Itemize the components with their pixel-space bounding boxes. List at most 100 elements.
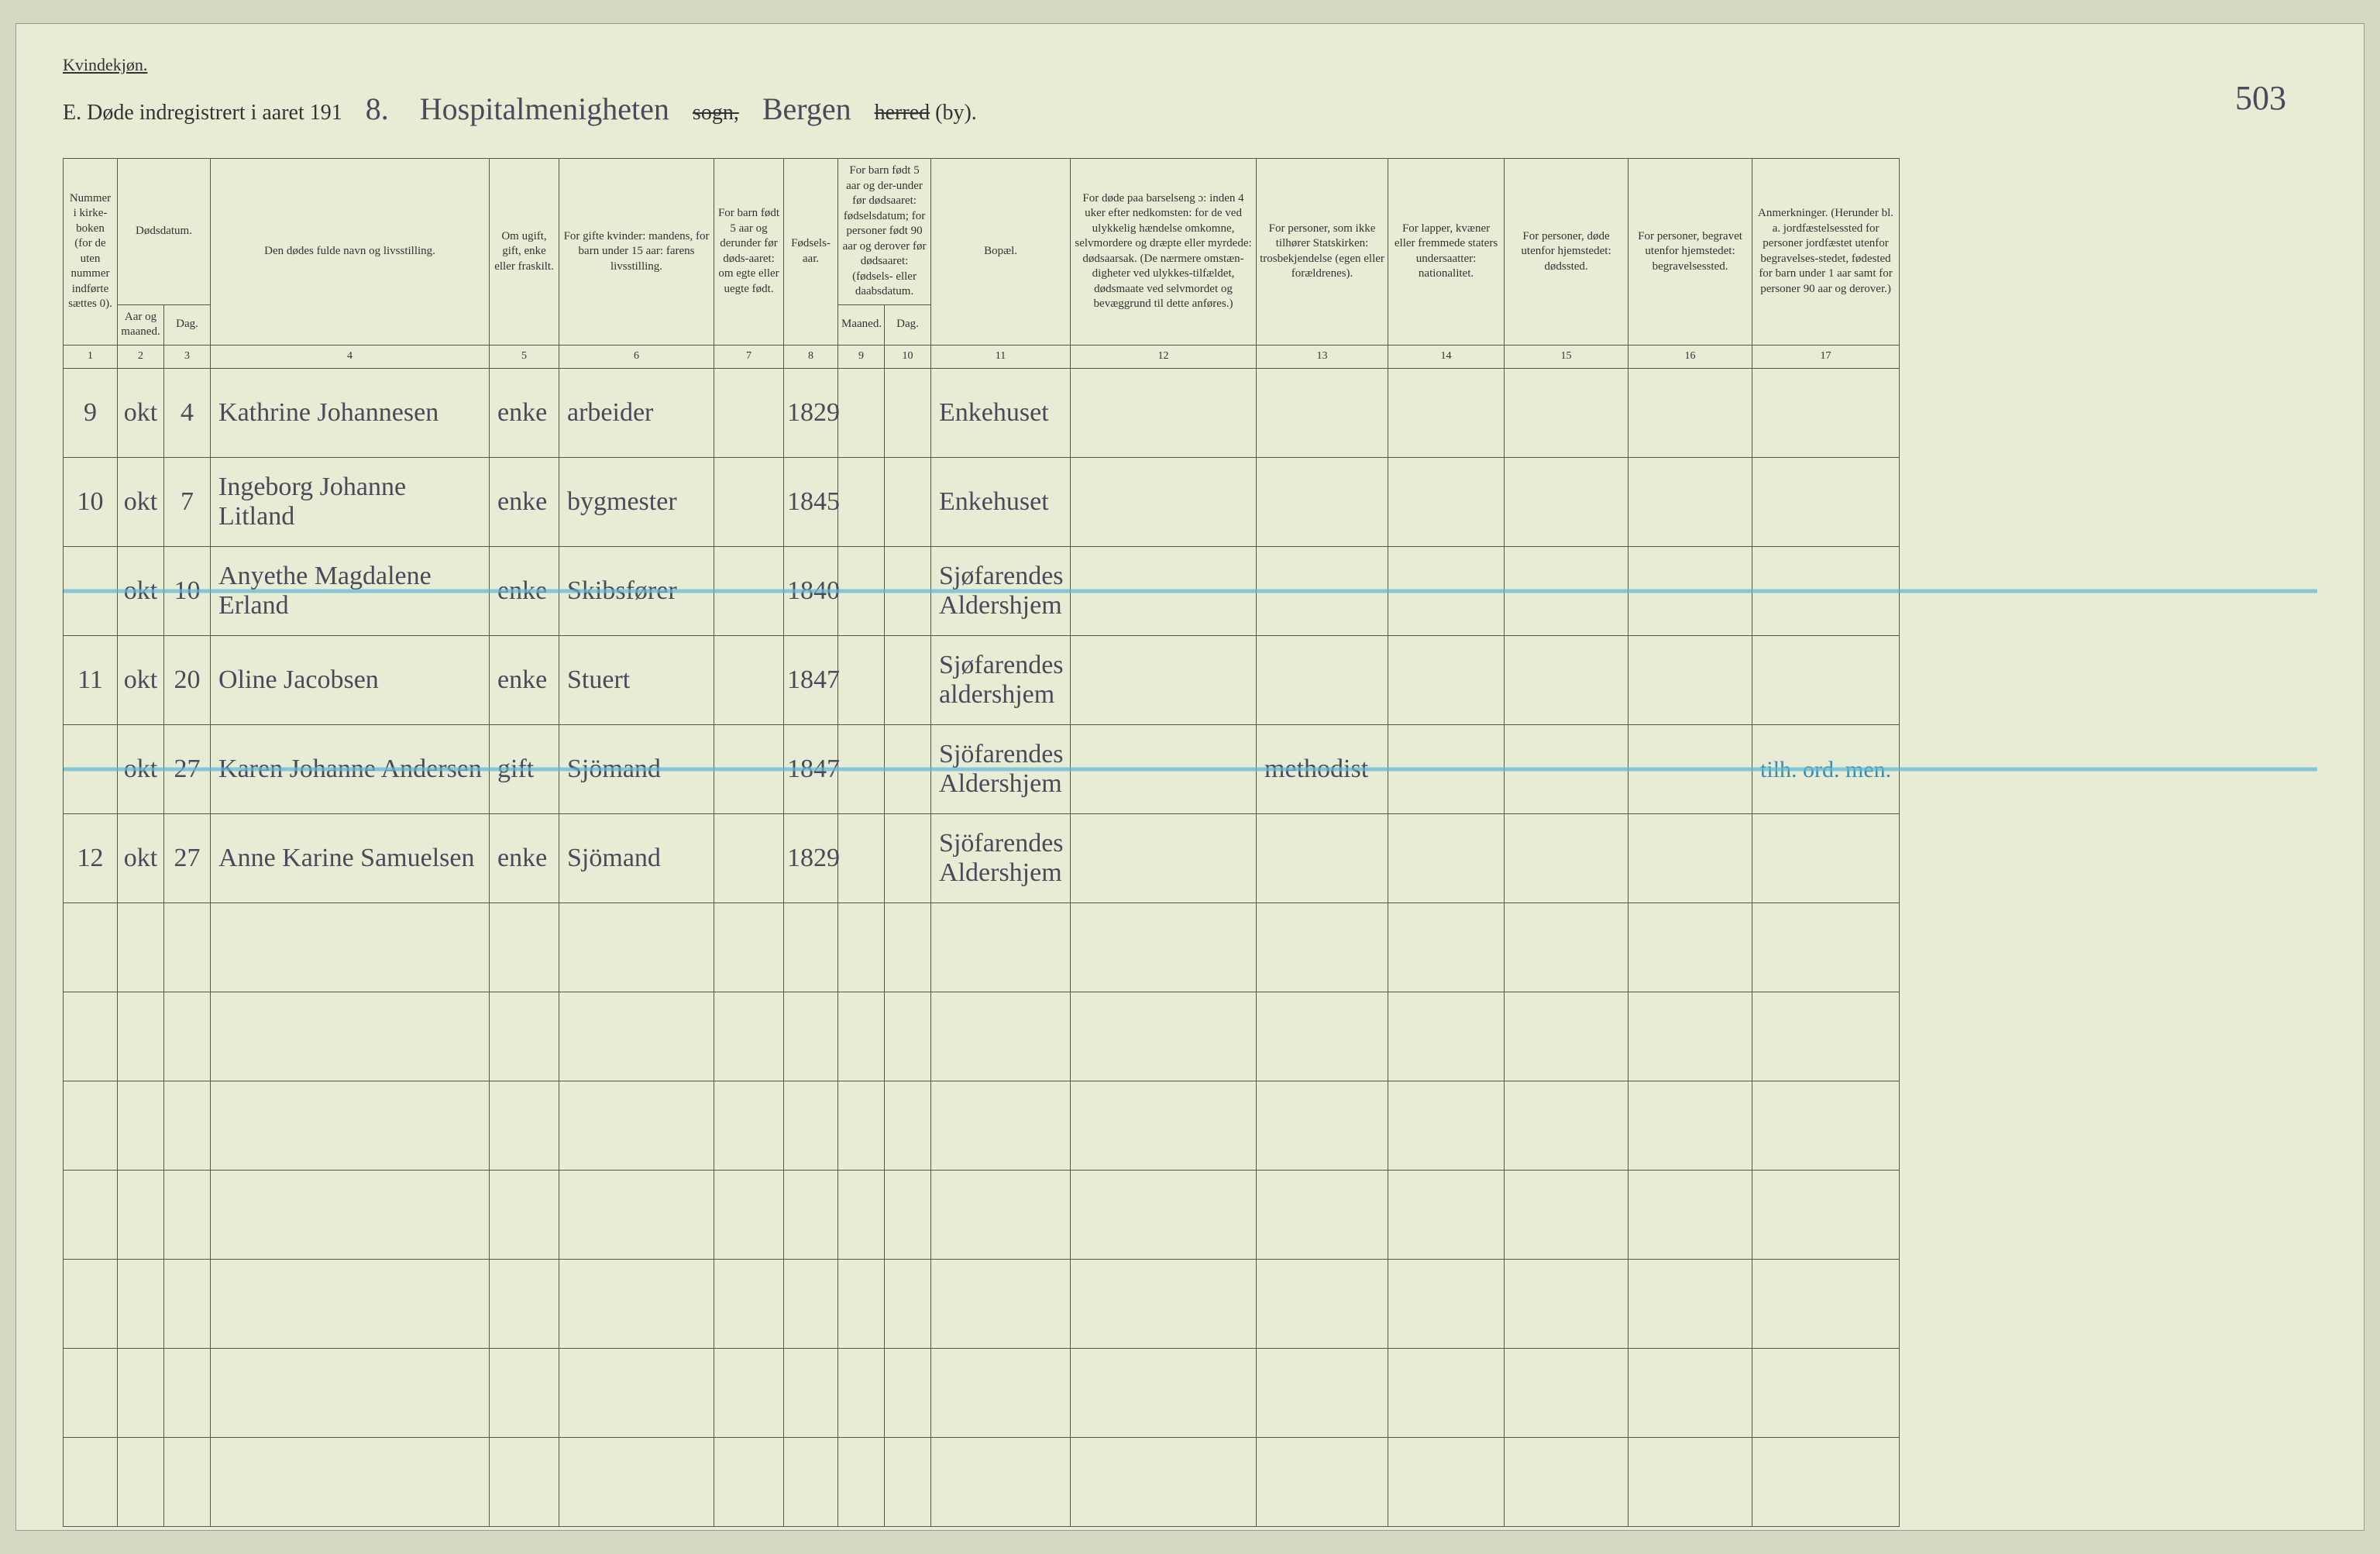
- table-cell: [1752, 546, 1900, 635]
- table-cell: Karen Johanne Andersen: [211, 724, 490, 813]
- table-cell: [838, 1259, 885, 1348]
- table-cell: [164, 1259, 211, 1348]
- table-cell: 1829: [784, 813, 838, 902]
- table-cell: [559, 1170, 714, 1259]
- table-cell: [1388, 992, 1505, 1081]
- table-cell: [1752, 1081, 1900, 1170]
- table-cell: Stuert: [559, 635, 714, 724]
- table-cell: [1752, 1437, 1900, 1526]
- table-cell: methodist: [1257, 724, 1388, 813]
- table-cell: [1629, 1170, 1752, 1259]
- table-cell: [1505, 1348, 1629, 1437]
- table-cell: [714, 457, 784, 546]
- table-cell: [559, 902, 714, 992]
- table-cell: [885, 1170, 931, 1259]
- table-row-empty: [64, 1437, 2317, 1526]
- table-cell: Anyethe Magdalene Erland: [211, 546, 490, 635]
- colnum: 5: [490, 345, 559, 368]
- table-cell: [559, 1437, 714, 1526]
- table-cell: [164, 902, 211, 992]
- table-cell: [885, 368, 931, 457]
- table-row: 10okt7Ingeborg Johanne Litlandenkebygmes…: [64, 457, 2317, 546]
- table-cell: [1505, 1437, 1629, 1526]
- table-cell: [1629, 546, 1752, 635]
- col-header-6: For gifte kvinder: mandens, for barn und…: [559, 159, 714, 346]
- table-cell: enke: [490, 546, 559, 635]
- table-cell: [714, 1081, 784, 1170]
- table-cell: [1752, 813, 1900, 902]
- table-cell: [1257, 546, 1388, 635]
- table-cell: [118, 1170, 164, 1259]
- table-cell: [1629, 1348, 1752, 1437]
- table-cell: gift: [490, 724, 559, 813]
- table-cell: [1505, 1259, 1629, 1348]
- table-cell: [1388, 1081, 1505, 1170]
- table-cell: [490, 1259, 559, 1348]
- table-cell: [1752, 902, 1900, 992]
- table-cell: [838, 1170, 885, 1259]
- table-cell: okt: [118, 635, 164, 724]
- table-row-empty: [64, 992, 2317, 1081]
- table-cell: [931, 1348, 1071, 1437]
- table-cell: [1071, 992, 1257, 1081]
- table-cell: [784, 1259, 838, 1348]
- table-cell: [118, 1081, 164, 1170]
- table-cell: enke: [490, 813, 559, 902]
- table-cell: [885, 1437, 931, 1526]
- table-cell: Skibsfører: [559, 546, 714, 635]
- col-header-2-group: Dødsdatum.: [118, 159, 211, 305]
- colnum: 7: [714, 345, 784, 368]
- table-cell: [118, 1348, 164, 1437]
- table-cell: [838, 1348, 885, 1437]
- table-cell: [885, 635, 931, 724]
- table-cell: [1629, 724, 1752, 813]
- table-cell: [1505, 457, 1629, 546]
- table-cell: [1629, 1081, 1752, 1170]
- table-cell: [885, 813, 931, 902]
- table-cell: [118, 1437, 164, 1526]
- col-header-11: Bopæl.: [931, 159, 1071, 346]
- table-cell: [931, 1259, 1071, 1348]
- table-cell: enke: [490, 368, 559, 457]
- table-cell: [64, 992, 118, 1081]
- colnum: 2: [118, 345, 164, 368]
- table-cell: Sjöfarendes Aldershjem: [931, 813, 1071, 902]
- colnum: 12: [1071, 345, 1257, 368]
- table-cell: [784, 1170, 838, 1259]
- table-cell: [1752, 1348, 1900, 1437]
- colnum: 16: [1629, 345, 1752, 368]
- table-cell: [559, 1348, 714, 1437]
- table-cell: arbeider: [559, 368, 714, 457]
- colnum: 15: [1505, 345, 1629, 368]
- register-table: Nummer i kirke-boken (for de uten nummer…: [63, 158, 2317, 1527]
- table-cell: [1071, 1170, 1257, 1259]
- table-cell: [784, 1348, 838, 1437]
- table-cell: [931, 1170, 1071, 1259]
- table-cell: [64, 1170, 118, 1259]
- table-cell: [211, 1170, 490, 1259]
- colnum: 3: [164, 345, 211, 368]
- table-cell: [714, 1348, 784, 1437]
- colnum: 11: [931, 345, 1071, 368]
- table-cell: [1752, 992, 1900, 1081]
- table-cell: [1257, 1259, 1388, 1348]
- table-cell: 11: [64, 635, 118, 724]
- colnum: 1: [64, 345, 118, 368]
- table-cell: 1829: [784, 368, 838, 457]
- col-header-9-group: For barn født 5 aar og der-under før død…: [838, 159, 931, 305]
- table-cell: [559, 992, 714, 1081]
- table-cell: [1388, 1437, 1505, 1526]
- colnum: 8: [784, 345, 838, 368]
- table-cell: [784, 902, 838, 992]
- table-cell: [1388, 724, 1505, 813]
- table-cell: [838, 813, 885, 902]
- table-cell: [118, 902, 164, 992]
- herred-label: herred (by).: [875, 101, 977, 125]
- table-cell: 1840: [784, 546, 838, 635]
- table-cell: [931, 1081, 1071, 1170]
- table-cell: 12: [64, 813, 118, 902]
- table-row: 9okt4Kathrine Johannesenenkearbeider1829…: [64, 368, 2317, 457]
- table-cell: [1752, 457, 1900, 546]
- table-cell: [1071, 1437, 1257, 1526]
- table-cell: [1257, 635, 1388, 724]
